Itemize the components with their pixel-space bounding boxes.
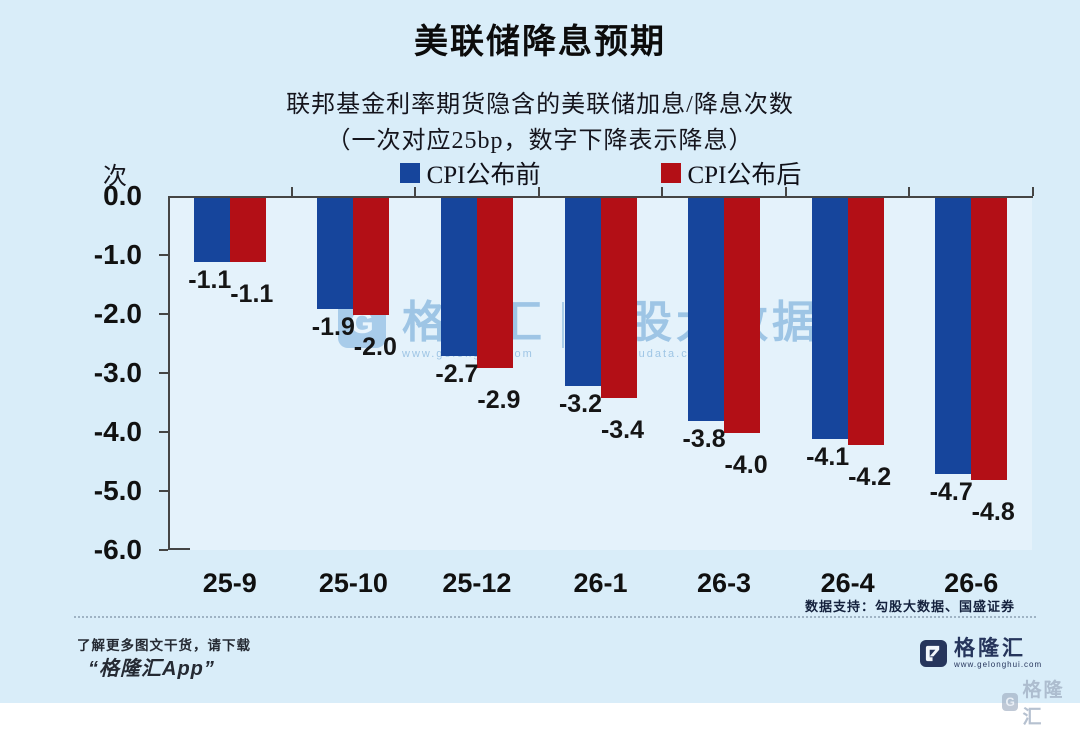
y-tick-label: -1.0 (93, 239, 142, 270)
legend-label: CPI公布后 (687, 162, 802, 189)
x-tick-label: 26-4 (820, 568, 875, 598)
x-axis-tick (908, 187, 911, 196)
bar-after-25-10 (353, 197, 390, 315)
legend-swatch-icon (660, 163, 681, 183)
y-axis-tick-labels: 0.0 -1.0 -2.0 -3.0 -4.0 -5.0 -6.0 (50, 180, 142, 565)
bar-value-label: -3.4 (600, 415, 645, 444)
y-tick-label: -6.0 (93, 534, 142, 565)
footer-promo-line1: 了解更多图文干货，请下载 (77, 638, 251, 653)
y-tick-label: -5.0 (93, 475, 142, 506)
y-axis-tick (159, 372, 168, 374)
page-title: 美联储降息预期 (414, 23, 666, 61)
chart-subtitle-line2: （一次对应25bp，数字下降表示降息） (326, 128, 754, 154)
data-source-note: 数据支持：勾股大数据、国盛证券 (804, 599, 1015, 614)
bar-value-label: -4.7 (929, 478, 973, 507)
y-axis-tick (159, 490, 168, 492)
bar-after-26-4 (847, 197, 884, 445)
x-axis-tick (661, 187, 664, 196)
brand-logo: 格隆汇 www.gelonghui.com (920, 638, 1042, 669)
corner-watermark: G 格隆汇 (1002, 675, 1080, 729)
y-axis-unit-label: 次 (103, 164, 127, 190)
x-tick-label: 26-6 (944, 568, 999, 598)
x-tick-label: 25-9 (202, 568, 257, 598)
corner-watermark-text: 格隆汇 (1022, 680, 1065, 728)
x-tick-label: 26-1 (573, 568, 628, 598)
x-axis-tick (537, 187, 540, 196)
legend-swatch-icon (399, 163, 420, 183)
bar-value-label: -2.9 (477, 386, 521, 415)
corner-watermark-icon: G (1002, 693, 1019, 711)
x-axis-tick (784, 187, 787, 196)
bar-after-26-6 (971, 197, 1008, 481)
bar-value-label: -1.1 (230, 279, 274, 308)
bar-value-label: -4.2 (848, 462, 892, 491)
watermark-divider (562, 302, 564, 348)
footer-promo-app-name: “格隆汇App” (88, 658, 215, 680)
x-tick-label: 25-10 (318, 568, 388, 598)
logo-g-arrow-glyph (925, 645, 940, 662)
bar-value-label: -2.0 (353, 333, 397, 361)
x-axis-tick (290, 187, 293, 196)
x-axis-tick (1032, 187, 1034, 196)
y-axis-tick (159, 254, 168, 256)
bar-before-26-4 (811, 197, 848, 439)
bar-value-label: -1.9 (311, 313, 355, 342)
bar-before-26-6 (935, 197, 972, 475)
y-axis-tick (159, 431, 168, 433)
y-axis-tick (159, 549, 168, 551)
x-axis-tick-labels: 25-9 25-10 25-12 26-1 26-3 26-4 26-6 (168, 568, 1033, 602)
bar-before-25-9 (193, 197, 230, 262)
legend-label: CPI公布前 (426, 162, 541, 189)
bar-value-label: -3.2 (558, 389, 603, 418)
legend-item-1: CPI公布后 (660, 155, 802, 191)
bar-before-26-3 (688, 197, 725, 422)
bar-value-label: -4.0 (724, 451, 768, 479)
y-tick-label: -4.0 (93, 416, 142, 447)
bar-value-label: -4.1 (806, 442, 850, 471)
chart-subtitle-line1: 联邦基金利率期货隐含的美联储加息/降息次数 (286, 92, 794, 118)
brand-url-text: www.gelonghui.com (954, 660, 1043, 669)
y-axis-foot-tick (168, 548, 190, 550)
footer-dotted-divider (74, 616, 1036, 618)
y-tick-label: 0.0 (103, 180, 142, 211)
bar-before-25-12 (440, 197, 477, 357)
y-tick-label: -2.0 (93, 298, 142, 329)
y-tick-label: -3.0 (93, 357, 142, 388)
y-axis-line (168, 196, 170, 550)
chart-legend: CPI公布前 CPI公布后 (168, 155, 1033, 191)
bar-value-label: -3.8 (682, 425, 726, 454)
bar-chart: -1.1 -1.1 -1.9 -2.0 -2.7 -2.9 -3.2 -3.4 -3.8 -4.0… (159, 187, 1034, 551)
bar-before-25-10 (317, 197, 354, 310)
bar-value-label: -1.1 (188, 265, 232, 294)
x-tick-label: 25-12 (442, 568, 512, 598)
bar-value-label: -4.8 (971, 498, 1015, 527)
y-axis-tick (159, 313, 168, 315)
bar-after-25-9 (229, 197, 266, 262)
legend-item-0: CPI公布前 (399, 155, 541, 191)
x-tick-label: 26-3 (697, 568, 752, 598)
bar-after-25-12 (476, 197, 513, 369)
x-axis-line (168, 196, 1033, 198)
bar-after-26-1 (600, 197, 637, 398)
x-axis-tick (414, 187, 417, 196)
bar-value-label: -2.7 (435, 360, 479, 389)
brand-name-text: 格隆汇 (954, 637, 1026, 660)
gelonghui-logo-icon (920, 640, 947, 667)
bar-before-26-1 (564, 197, 601, 386)
bar-after-26-3 (724, 197, 761, 433)
